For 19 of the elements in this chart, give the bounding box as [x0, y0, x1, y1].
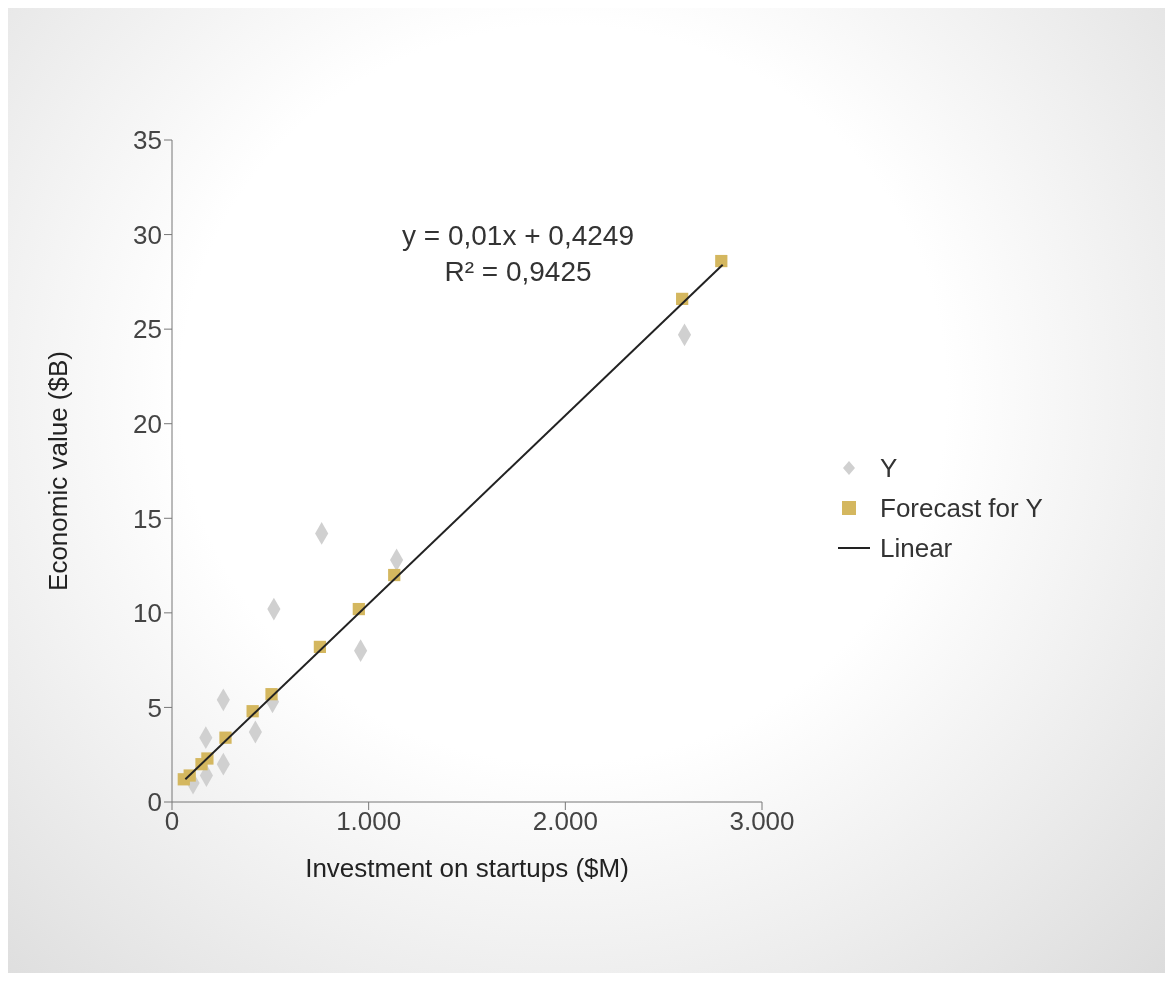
y-tick-label: 35 [133, 125, 162, 156]
legend-label: Y [880, 452, 898, 484]
y-tick-label: 25 [133, 314, 162, 345]
y-axis-title: Economic value ($B) [43, 351, 74, 591]
y-tick-label: 0 [147, 787, 162, 818]
y-tick-label: 5 [147, 692, 162, 723]
y-tick-label: 10 [133, 598, 162, 629]
annotation: y = 0,01x + 0,4249 [401, 219, 635, 253]
x-tick-label: 3.000 [729, 806, 795, 837]
y-tick-label: 15 [133, 503, 162, 534]
legend-label: Linear [880, 532, 953, 564]
legend-label: Forecast for Y [880, 492, 1043, 524]
x-axis-title: Investment on startups ($M) [305, 853, 629, 883]
y-tick-label: 20 [133, 408, 162, 439]
y-tick-label: 30 [133, 219, 162, 250]
x-tick-label: 2.000 [532, 806, 598, 837]
point [715, 254, 728, 268]
x-tick-label: 1.000 [336, 806, 402, 837]
annotation: R² = 0,9425 [443, 255, 593, 289]
